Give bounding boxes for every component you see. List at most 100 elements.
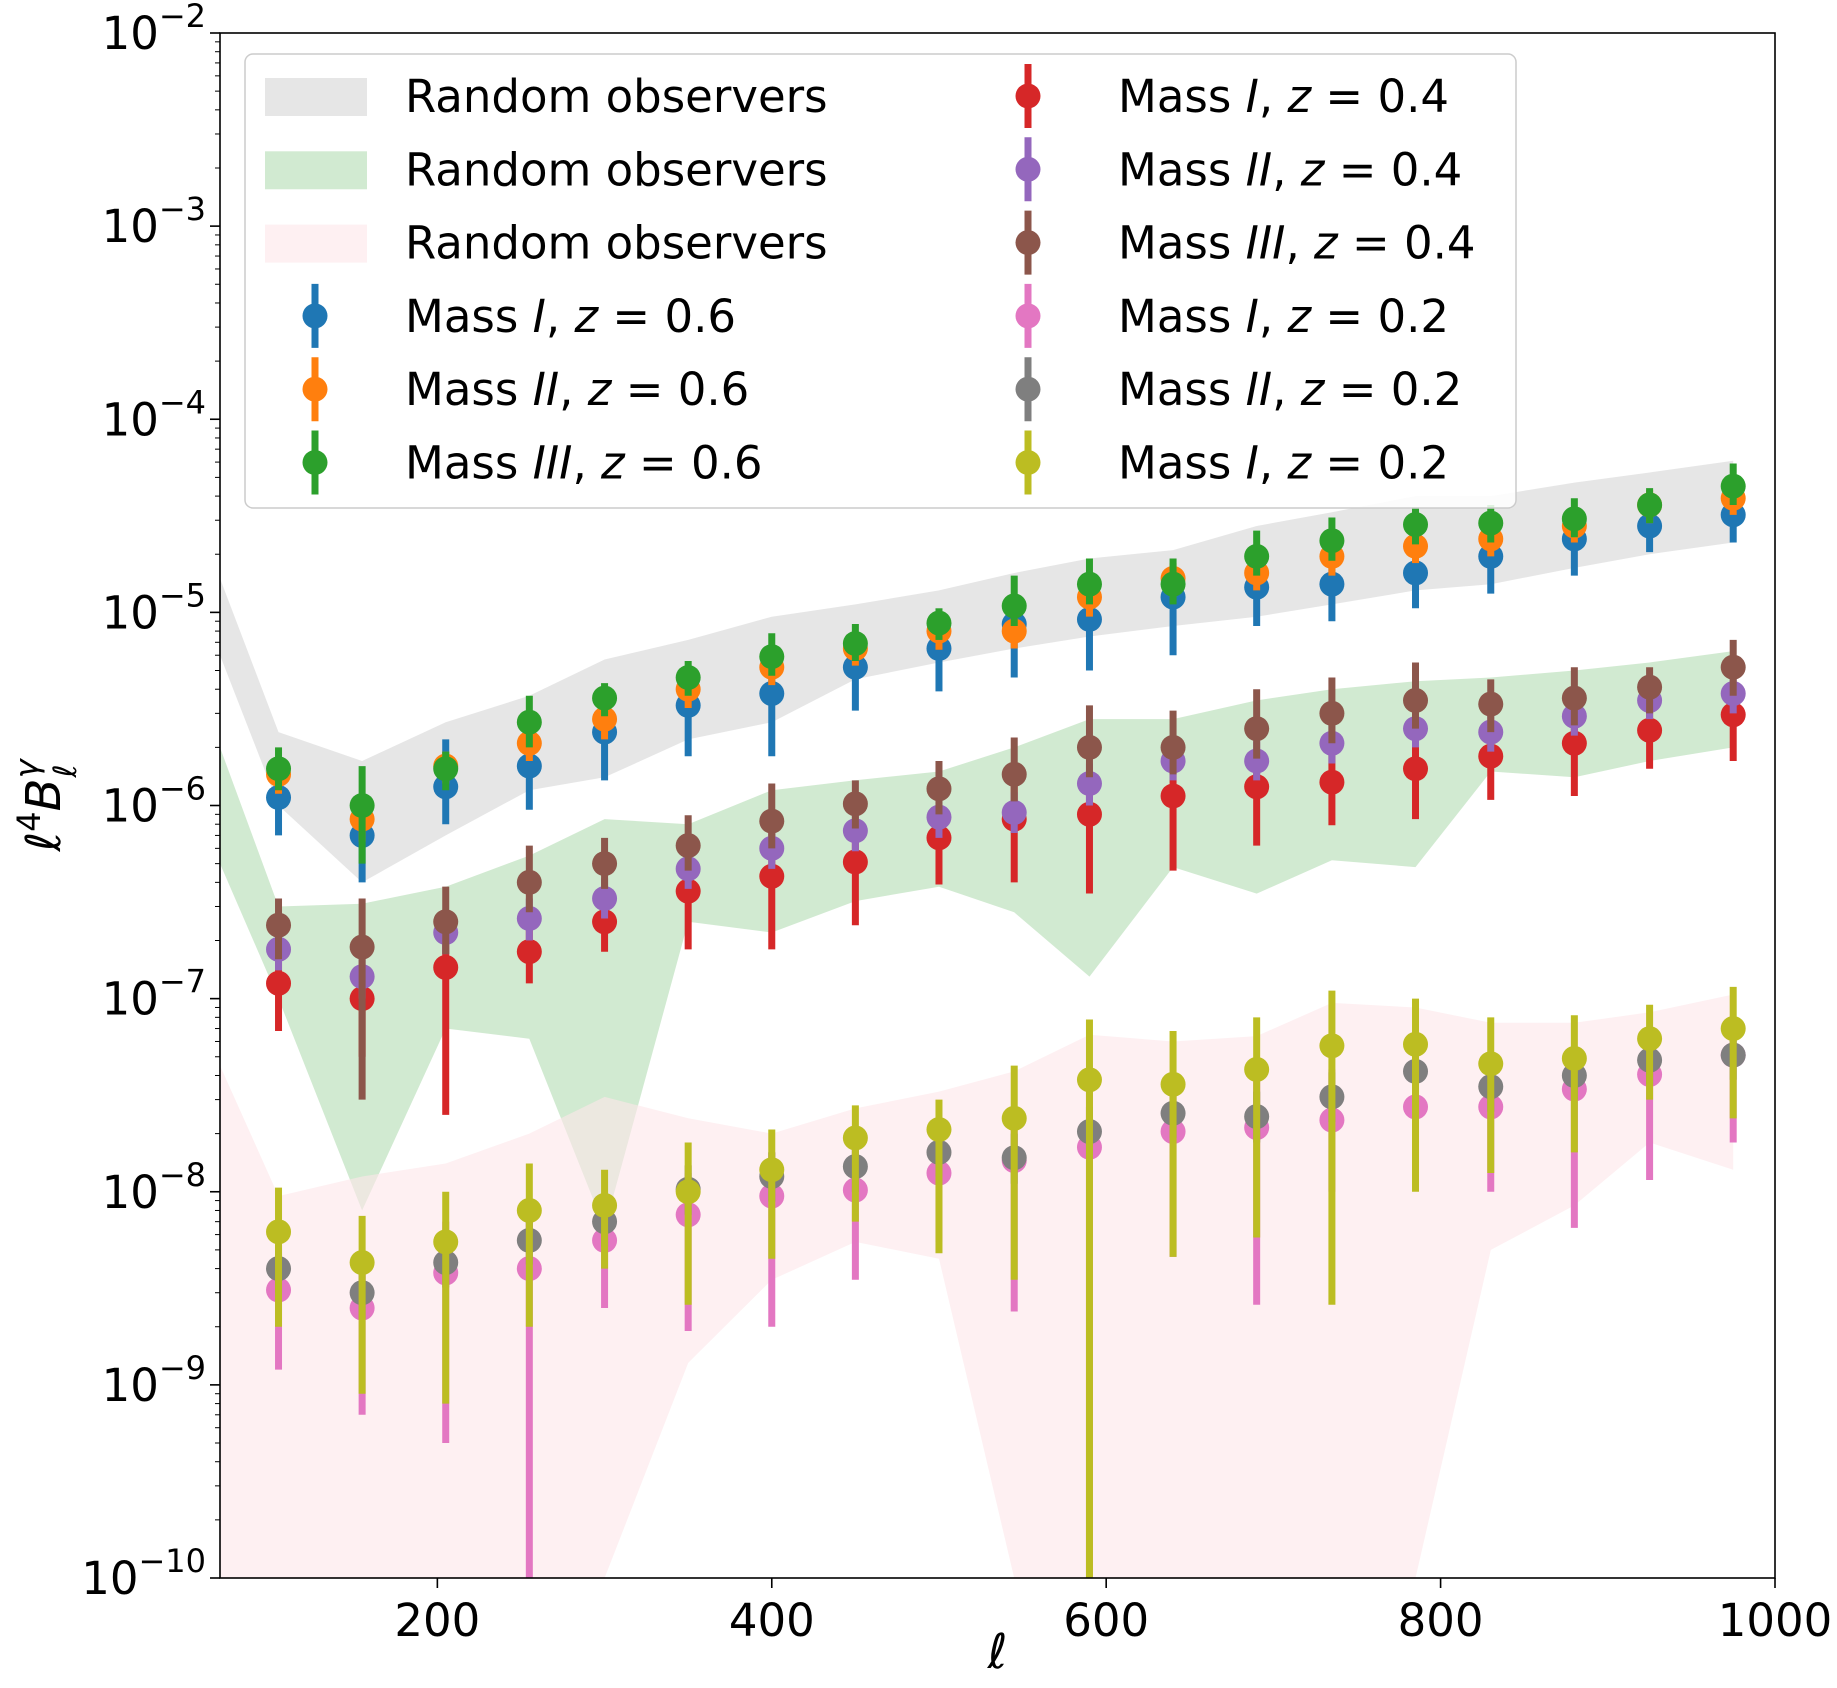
data-point	[1160, 571, 1186, 597]
series-9	[266, 986, 1746, 1578]
data-point	[1720, 654, 1746, 680]
legend-label: Mass III, z = 0.4	[1118, 217, 1476, 270]
legend-entry: Mass I, z = 0.6	[302, 283, 736, 348]
legend-marker	[1015, 376, 1041, 402]
data-point	[1720, 473, 1746, 499]
data-point	[926, 610, 952, 636]
data-point	[1160, 734, 1186, 760]
data-point	[516, 1197, 542, 1223]
bands-layer	[220, 460, 1734, 1578]
data-point	[1001, 593, 1027, 619]
data-point	[1076, 770, 1102, 796]
legend-marker	[1015, 156, 1041, 182]
band-1	[220, 460, 1734, 883]
legend-swatch	[265, 151, 367, 190]
legend-marker	[1015, 83, 1041, 109]
data-point	[1403, 687, 1429, 713]
data-point	[926, 804, 952, 830]
data-point	[266, 1219, 292, 1245]
legend-marker	[1015, 230, 1041, 256]
legend-label: Mass II, z = 0.4	[1118, 143, 1462, 196]
data-point	[349, 1250, 375, 1276]
data-point	[1160, 1071, 1186, 1097]
data-point	[1720, 702, 1746, 728]
data-point	[1076, 734, 1102, 760]
data-point	[592, 1192, 618, 1218]
data-point	[266, 785, 292, 811]
data-point	[1319, 571, 1345, 597]
data-point	[1478, 691, 1504, 717]
data-point	[1720, 1016, 1746, 1042]
data-point	[675, 833, 701, 859]
legend-entry: Mass III, z = 0.6	[302, 430, 763, 495]
data-point	[433, 954, 459, 980]
legend-entry: Mass I, z = 0.2	[1015, 430, 1449, 495]
y-tick-label: 10−9	[102, 1349, 206, 1412]
data-point	[759, 681, 785, 707]
legend-swatch	[265, 224, 367, 263]
data-point	[1561, 730, 1587, 756]
legend-marker	[302, 450, 328, 475]
data-point	[842, 630, 868, 656]
legend-label: Mass I, z = 0.2	[1118, 437, 1449, 490]
data-point	[349, 793, 375, 818]
data-point	[433, 756, 459, 782]
data-point	[592, 706, 618, 732]
data-point	[1637, 513, 1663, 539]
legend-entry: Mass II, z = 0.4	[1015, 137, 1462, 202]
data-point	[1478, 743, 1504, 769]
data-point	[1478, 1051, 1504, 1077]
x-axis-title: ℓ	[987, 1624, 1008, 1680]
legend-entry: Random observers	[265, 217, 828, 270]
data-point	[842, 1125, 868, 1151]
y-tick-label: 10−4	[102, 383, 206, 446]
data-point	[1076, 801, 1102, 827]
legend-entry: Mass III, z = 0.4	[1015, 210, 1476, 275]
legend-entry: Random observers	[265, 70, 828, 123]
legend-label: Random observers	[405, 70, 828, 123]
data-point	[1001, 799, 1027, 825]
legend-label: Random observers	[405, 217, 828, 270]
legend-label: Mass II, z = 0.2	[1118, 363, 1462, 416]
data-point	[1478, 510, 1504, 536]
y-tick-label: 10−6	[102, 770, 206, 833]
y-tick-label: 10−8	[102, 1156, 206, 1219]
legend-entry: Mass II, z = 0.2	[1015, 357, 1462, 422]
data-point	[266, 912, 292, 938]
data-point	[675, 1179, 701, 1205]
data-point	[926, 1117, 952, 1143]
y-tick-label: 10−2	[102, 0, 206, 60]
x-tick-label: 1000	[1718, 1594, 1833, 1647]
data-point	[759, 863, 785, 889]
y-tick-label: 10−3	[102, 190, 206, 253]
data-point	[759, 1157, 785, 1183]
x-tick-label: 400	[729, 1594, 815, 1647]
axes-layer: 200 400 600 800 1000 10−10 10−9 10−8 10−7 10−6 10−…	[8, 0, 1832, 1680]
data-point	[1076, 1067, 1102, 1093]
y-tick-label: 10−5	[102, 576, 206, 639]
series-3	[266, 463, 1746, 864]
data-point	[1244, 716, 1270, 742]
data-point	[516, 753, 542, 779]
series-layer	[266, 463, 1746, 1578]
data-point	[1160, 783, 1186, 809]
data-point	[842, 791, 868, 817]
data-point	[759, 808, 785, 834]
data-point	[1319, 1033, 1345, 1059]
data-point	[1244, 774, 1270, 800]
legend-label: Mass I, z = 0.6	[405, 290, 736, 343]
legend-label: Mass III, z = 0.6	[405, 437, 763, 490]
data-point	[1076, 571, 1102, 597]
data-point	[1319, 769, 1345, 795]
x-tick-label: 800	[1398, 1594, 1484, 1647]
data-point	[349, 934, 375, 960]
data-point	[592, 851, 618, 877]
legend-label: Mass I, z = 0.4	[1118, 70, 1449, 123]
y-axis-title: ℓ4Bγℓ	[8, 757, 84, 852]
data-point	[433, 1229, 459, 1255]
data-point	[516, 939, 542, 965]
data-point	[1403, 533, 1429, 559]
band-3	[220, 994, 1734, 1578]
band-2	[220, 651, 1734, 1228]
